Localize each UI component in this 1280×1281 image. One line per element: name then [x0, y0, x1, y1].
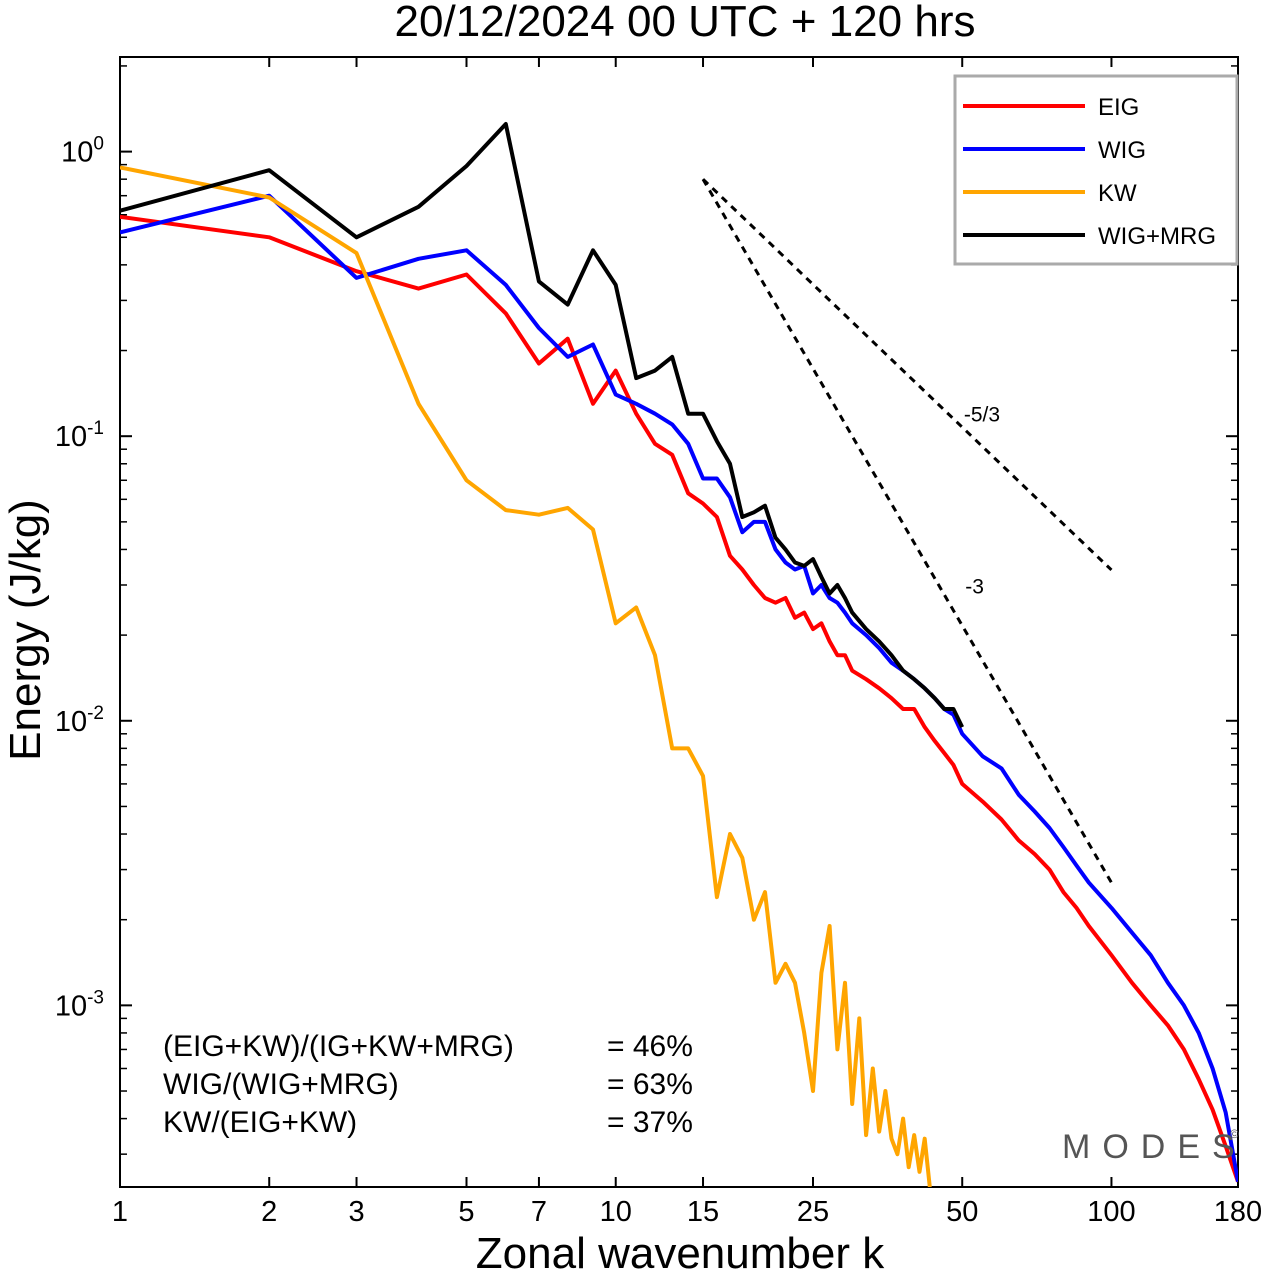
y-axis-ticks: 100 10-1 10-2 10-3 [55, 134, 1238, 1022]
legend-label: WIG [1098, 137, 1146, 164]
x-tick-label: 5 [458, 1196, 474, 1228]
x-tick-label: 2 [261, 1196, 277, 1228]
chart-title: 20/12/2024 00 UTC + 120 hrs [395, 0, 976, 46]
x-tick-label: 10 [600, 1196, 632, 1228]
reference-line-slope [701, 178, 1113, 884]
x-tick-label: 1 [112, 1196, 128, 1228]
modes-logo-text: MODES [1062, 1128, 1247, 1166]
ratio-value: = 37% [607, 1106, 693, 1139]
ratio-value: = 63% [607, 1068, 693, 1101]
copyright-mark: © [1230, 1127, 1239, 1141]
ratio-label: WIG/(WIG+MRG) [163, 1068, 399, 1101]
reference-slope-label: -5/3 [964, 403, 1000, 426]
x-tick-label: 25 [797, 1196, 829, 1228]
x-tick-label: 3 [348, 1196, 364, 1228]
y-tick-label: 10-1 [55, 418, 104, 453]
x-tick-label: 50 [946, 1196, 978, 1228]
legend: EIG WIG KW WIG+MRG [953, 74, 1239, 266]
series-lines [120, 122, 1238, 1187]
legend-label: WIG+MRG [1098, 223, 1216, 250]
series-line-wig [120, 193, 1238, 1183]
ratio-annotations: (EIG+KW)/(IG+KW+MRG) = 46% WIG/(WIG+MRG) = … [163, 1030, 693, 1139]
series-line-eig [120, 214, 1238, 1183]
plot-frame [119, 56, 1239, 1188]
x-tick-label: 7 [531, 1196, 547, 1228]
ratio-label: (EIG+KW)/(IG+KW+MRG) [163, 1030, 514, 1063]
y-tick-label: 100 [61, 134, 104, 169]
reference-slope-lines [701, 178, 1113, 884]
ratio-value: = 46% [607, 1030, 693, 1063]
x-tick-label: 100 [1087, 1196, 1135, 1228]
modes-branding: MODES © [1062, 1127, 1247, 1166]
y-minor-ticks [120, 65, 1238, 1155]
ratio-label: KW/(EIG+KW) [163, 1106, 357, 1139]
reference-slope-labels: -5/3 -3 [964, 403, 1000, 598]
y-axis-label: Energy (J/kg) [1, 499, 50, 761]
y-tick-label: 10-3 [55, 987, 104, 1022]
y-tick-label: 10-2 [55, 703, 104, 738]
x-axis-ticks: 1 2 3 5 7 10 15 25 50 100 180 [112, 57, 1262, 1228]
series-line-kw [120, 165, 932, 1187]
legend-label: EIG [1098, 94, 1139, 121]
series-line-wig-mrg [120, 122, 964, 728]
x-tick-label: 15 [687, 1196, 719, 1228]
x-axis-label: Zonal wavenumber k [476, 1229, 885, 1278]
reference-slope-label: -3 [965, 576, 984, 599]
legend-label: KW [1098, 180, 1137, 207]
reference-line-slope [701, 178, 1113, 572]
x-tick-label: 180 [1214, 1196, 1262, 1228]
